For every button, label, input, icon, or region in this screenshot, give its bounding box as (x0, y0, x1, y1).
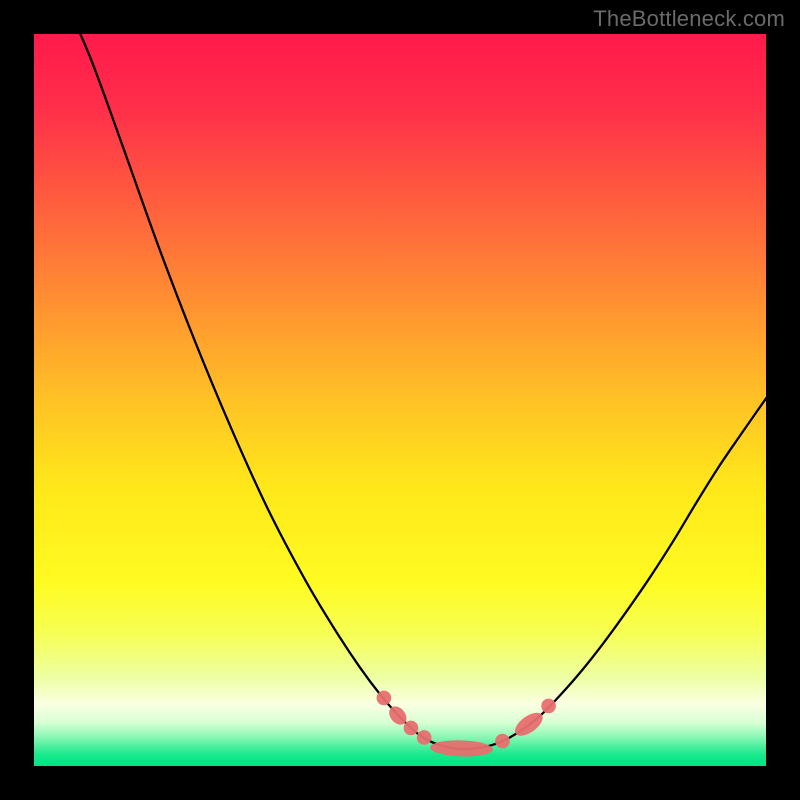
watermark-text: TheBottleneck.com (593, 6, 785, 32)
curve-right (466, 378, 781, 749)
marker-4 (430, 739, 493, 757)
curve-left (71, 12, 466, 749)
marker-5 (495, 734, 510, 749)
marker-group (377, 691, 556, 758)
outer-frame: TheBottleneck.com (0, 0, 800, 800)
marker-2 (404, 721, 419, 736)
plot-area (34, 34, 766, 766)
marker-7 (541, 699, 556, 714)
chart-svg (34, 34, 766, 766)
marker-6 (511, 708, 547, 740)
marker-0 (377, 691, 392, 706)
marker-3 (417, 730, 432, 745)
